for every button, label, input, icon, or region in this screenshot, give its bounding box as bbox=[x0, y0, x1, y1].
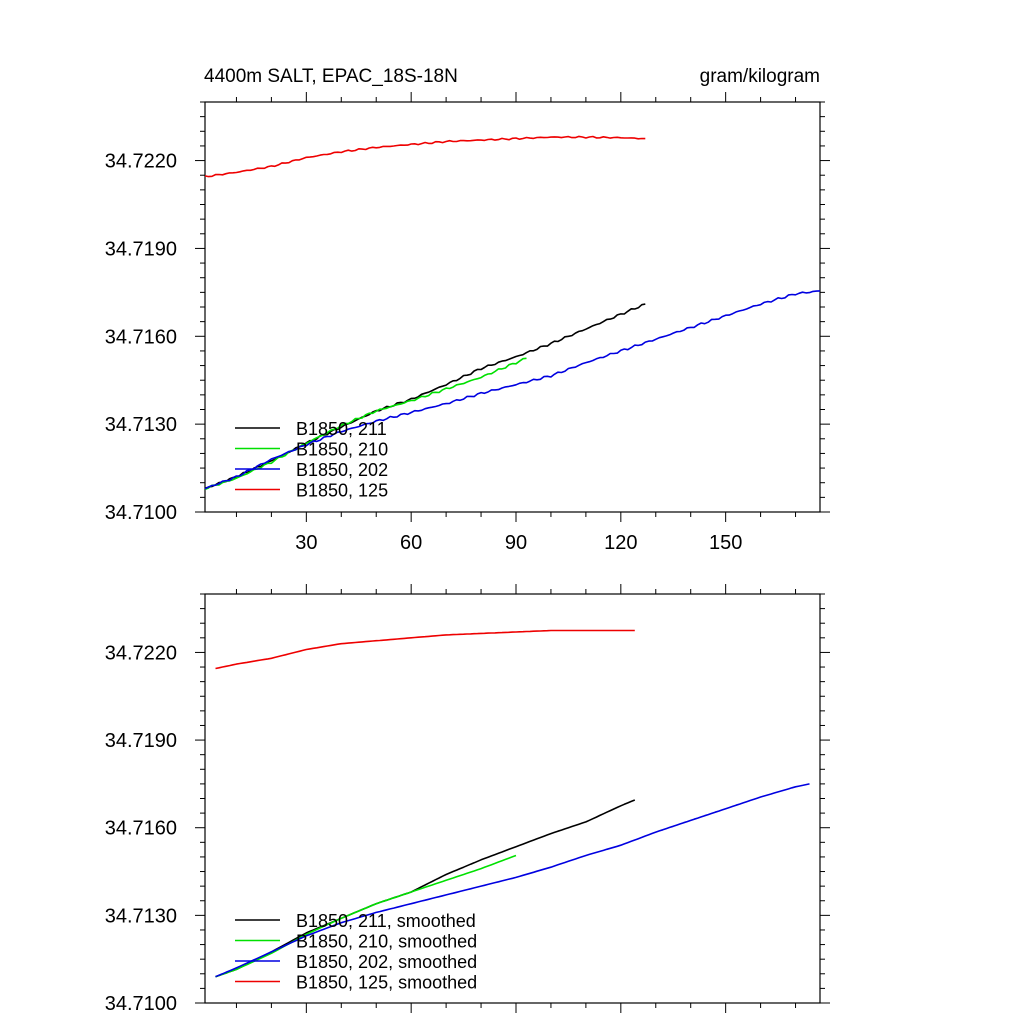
series-line-2 bbox=[204, 290, 821, 490]
chart-units-label: gram/kilogram bbox=[700, 66, 820, 87]
legend-label-1: B1850, 210, smoothed bbox=[296, 932, 477, 952]
y-tick-label: 34.7190 bbox=[105, 238, 177, 260]
y-tick-label: 34.7130 bbox=[105, 905, 177, 927]
series-line-1 bbox=[215, 854, 517, 978]
x-tick-label: 120 bbox=[604, 532, 637, 554]
x-tick-label: 60 bbox=[400, 532, 422, 554]
legend-label-3: B1850, 125 bbox=[296, 481, 388, 501]
legend-label-0: B1850, 211 bbox=[296, 419, 387, 439]
x-tick-label: 30 bbox=[295, 532, 317, 554]
top-panel: 30 60 90 120 150 34.7100 34.7130 34.7160 34.7190… bbox=[105, 92, 830, 554]
y-tick-label: 34.7190 bbox=[105, 730, 177, 752]
y-tick-label: 34.7130 bbox=[105, 414, 177, 436]
series-line-2 bbox=[215, 783, 810, 978]
y-tick-label: 34.7220 bbox=[105, 642, 177, 664]
legend-label-3: B1850, 125, smoothed bbox=[296, 973, 477, 993]
y-tick-label: 34.7160 bbox=[105, 326, 177, 348]
y-tick-label: 34.7160 bbox=[105, 818, 177, 840]
legend-label-2: B1850, 202, smoothed bbox=[296, 952, 477, 972]
series-line-3 bbox=[204, 135, 646, 178]
y-tick-label: 34.7100 bbox=[105, 502, 177, 524]
x-tick-label: 90 bbox=[505, 532, 527, 554]
series-line-3 bbox=[215, 629, 635, 670]
y-tick-label: 34.7220 bbox=[105, 151, 177, 173]
chart-title-left: 4400m SALT, EPAC_18S-18N bbox=[204, 66, 458, 87]
legend-label-1: B1850, 210 bbox=[296, 440, 388, 460]
bottom-panel: 34.7100 34.7130 34.7160 34.7190 34.7220 B1850… bbox=[105, 584, 830, 1015]
legend-label-0: B1850, 211, smoothed bbox=[296, 911, 476, 931]
legend-label-2: B1850, 202 bbox=[296, 460, 388, 480]
x-tick-label: 150 bbox=[709, 532, 742, 554]
series-line-0 bbox=[215, 799, 636, 978]
y-tick-label: 34.7100 bbox=[105, 993, 177, 1015]
